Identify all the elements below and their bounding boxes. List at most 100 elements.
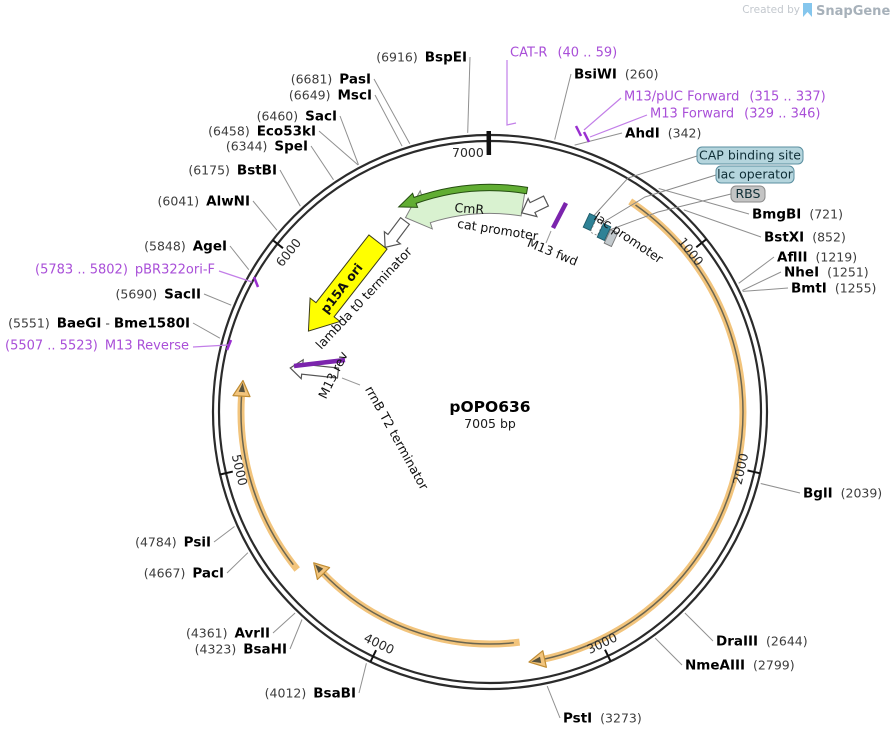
lambda-t0-terminator-arrow[interactable] — [377, 215, 413, 253]
feature-arc-1-band[interactable] — [543, 198, 747, 663]
lac-region-box-2[interactable] — [589, 217, 605, 237]
callout-leader-rbs — [603, 193, 732, 233]
primer-label-cat-r[interactable]: CAT-R (40 .. 59) — [510, 46, 617, 61]
scale-label-5000: 5000 — [229, 453, 251, 487]
enzyme-label-avrii[interactable]: (4361) AvrII — [186, 626, 270, 642]
enzyme-label-nhei[interactable]: NheI (1251) — [784, 265, 869, 281]
enzyme-leader-aflii — [738, 256, 775, 284]
plasmid-size: 7005 bp — [464, 416, 516, 431]
enzyme-label-sacii[interactable]: (5690) SacII — [116, 287, 201, 303]
cat-promoter-arrow[interactable] — [517, 192, 550, 222]
callout-label-rbs: RBS — [736, 186, 761, 201]
enzyme-leader-nhei — [742, 271, 782, 291]
m13-reverse-mark — [225, 339, 233, 351]
enzyme-label-pasi[interactable]: (6681) PasI — [291, 72, 371, 88]
enzyme-leader-spei — [310, 145, 334, 181]
enzyme-leader-saci — [339, 115, 359, 165]
enzyme-leader-bstbi — [279, 169, 301, 207]
scale-label-1000: 1000 — [675, 234, 707, 268]
enzyme-label-bsiwi[interactable]: BsiWI (260) — [574, 67, 659, 83]
enzyme-label-baegi-bme1580i[interactable]: (5551) BaeGI - Bme1580I — [8, 316, 190, 332]
primer-label-m13-reverse[interactable]: (5507 .. 5523) M13 Reverse — [5, 339, 189, 354]
feature-arc-3-core-line — [240, 394, 294, 566]
primer-leader-cat-r — [506, 60, 517, 126]
enzyme-label-psii[interactable]: (4784) PsiI — [135, 535, 211, 551]
enzyme-leader-psii — [213, 526, 235, 543]
callout-label-cap-binding-site: CAP binding site — [699, 148, 801, 163]
snapgene-logo-icon — [803, 3, 812, 17]
scale-label-6000: 6000 — [273, 235, 305, 269]
enzyme-leader-bstxi — [683, 209, 762, 238]
scale-tick-2000 — [747, 469, 761, 475]
scale-tick-6000 — [272, 239, 284, 249]
feature-arc-2-core-line — [322, 572, 514, 645]
inner-label-m13-fwd[interactable]: M13 fwd — [525, 235, 580, 269]
inner-label-cat-promoter[interactable]: cat promoter — [456, 216, 540, 244]
enzyme-label-agei[interactable]: (5848) AgeI — [144, 239, 227, 255]
primer-label-m13-puc-forward[interactable]: M13/pUC Forward (315 .. 337) — [624, 90, 826, 105]
watermark-brand: SnapGene — [816, 4, 890, 19]
primer-leader-m13-forward — [589, 114, 648, 138]
enzyme-label-msci[interactable]: (6649) MscI — [289, 88, 372, 104]
enzyme-leader-ahdi — [574, 132, 623, 146]
m13-forward-mark — [582, 131, 591, 143]
enzyme-leader-bsiwi — [554, 73, 572, 140]
enzyme-label-aflii[interactable]: AflII (1219) — [777, 250, 857, 266]
m13-fwd-glyph-leader — [545, 230, 552, 244]
enzyme-label-bsabi[interactable]: (4012) BsaBI — [265, 686, 356, 702]
enzyme-label-bmti[interactable]: BmtI (1255) — [791, 281, 876, 297]
enzyme-label-nmeaiii[interactable]: NmeAIII (2799) — [685, 658, 795, 674]
enzyme-leader-agei — [229, 245, 250, 271]
inner-label-cmr[interactable]: CmR — [454, 200, 485, 217]
enzyme-label-spei[interactable]: (6344) SpeI — [226, 139, 308, 155]
m13-puc-forward-mark — [574, 125, 583, 137]
enzyme-leader-avrii — [272, 612, 296, 634]
m13-fwd-primer-glyph[interactable] — [551, 201, 568, 230]
enzyme-label-bmgbi[interactable]: BmgBI (721) — [752, 207, 843, 223]
callout-box-lac-operator[interactable] — [715, 165, 795, 184]
callout-box-rbs[interactable] — [730, 185, 766, 203]
lac-region-box-1[interactable] — [582, 212, 598, 232]
enzyme-label-alwni[interactable]: (6041) AlwNI — [158, 194, 250, 210]
enzyme-label-bspei[interactable]: (6916) BspEI — [376, 50, 467, 66]
scale-tick-5000 — [219, 470, 234, 476]
lac-region-box-3[interactable] — [596, 222, 612, 242]
enzyme-leader-paci — [226, 552, 249, 574]
orf-arrow[interactable] — [397, 183, 529, 208]
enzyme-label-saci[interactable]: (6460) SacI — [257, 109, 337, 125]
primer-leader-m13-puc-forward — [583, 97, 622, 131]
enzyme-leader-bsahi — [289, 619, 303, 650]
primer-leader-pbr322ori-f — [218, 270, 253, 283]
callout-box-cap-binding-site[interactable] — [696, 146, 804, 165]
scale-tick-1000 — [695, 238, 708, 249]
feature-arc-1-arrowhead-core — [531, 656, 542, 663]
enzyme-leader-bmti — [742, 287, 789, 292]
enzyme-leader-eco53ki — [318, 130, 359, 166]
primer-label-m13-forward[interactable]: M13 Forward (329 .. 346) — [650, 107, 820, 122]
callout-leader-cap-binding-site — [589, 155, 698, 221]
enzyme-leader-psti — [546, 685, 561, 719]
enzyme-leader-baegi-bme1580i — [192, 322, 221, 339]
primer-label-pbr322ori-f[interactable]: (5783 .. 5802) pBR322ori-F — [35, 263, 215, 278]
m13-rev-primer-glyph[interactable] — [293, 357, 346, 369]
p15a-ori-arrow[interactable] — [293, 230, 393, 342]
scale-label-2000: 2000 — [730, 452, 752, 486]
enzyme-label-draiii[interactable]: DraIII (2644) — [716, 634, 808, 650]
feature-arc-3-arrowhead-core — [238, 382, 245, 393]
enzyme-leader-draiii — [684, 612, 714, 642]
enzyme-label-ahdi[interactable]: AhdI (342) — [625, 126, 701, 142]
enzyme-leader-bmgbi — [658, 188, 750, 215]
enzyme-label-paci[interactable]: (4667) PacI — [144, 566, 224, 582]
enzyme-label-bsahi[interactable]: (4323) BsaHI — [195, 642, 287, 658]
enzyme-label-eco53ki[interactable]: (6458) Eco53kI — [208, 124, 316, 140]
inner-label-rrnb-t2[interactable]: rrnB T2 terminator — [362, 383, 432, 493]
enzyme-label-bgli[interactable]: BglI (2039) — [803, 486, 882, 502]
enzyme-leader-bgli — [760, 483, 801, 494]
feature-arc-2-arrowhead-core — [315, 564, 324, 573]
enzyme-label-psti[interactable]: PstI (3273) — [563, 711, 642, 727]
enzyme-label-bstxi[interactable]: BstXI (852) — [764, 230, 846, 246]
lac-region-box-4[interactable] — [603, 228, 619, 248]
plasmid-name: pOPO636 — [449, 398, 530, 416]
scale-label-7000: 7000 — [452, 145, 484, 160]
enzyme-label-bstbi[interactable]: (6175) BstBI — [188, 163, 277, 179]
